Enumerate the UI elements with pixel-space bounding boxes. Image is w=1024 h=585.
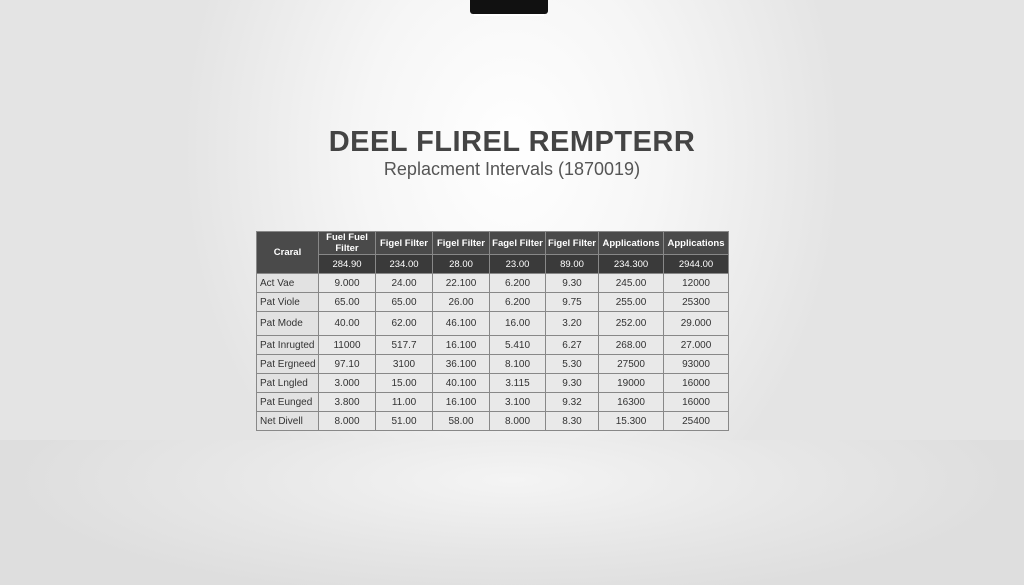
table-cell: 24.00 [375,273,433,293]
table-row: Pat Eunged 3.800 11.00 16.100 3.100 9.32 16300… [256,392,729,412]
table-cell: 12000 [663,273,729,293]
table-cell: 62.00 [375,311,433,336]
table-cell: 3100 [375,354,433,374]
table-cell: 5.410 [489,335,546,355]
table-cell: 8.30 [545,411,599,431]
table-row: Pat Inrugted 11000 517.7 16.100 5.410 6.27 268… [256,335,729,355]
table-cell: 97.10 [318,354,376,374]
corner-header: Craral [256,231,319,274]
replacement-table: Craral Fuel Fuel Filter Figel Filter Fig… [256,231,729,431]
table-cell: 40.00 [318,311,376,336]
table-cell: 8.000 [489,411,546,431]
column-subheader: 234.300 [598,254,664,274]
table-cell: 19000 [598,373,664,393]
row-label: Pat Viole [256,292,319,312]
table-cell: 25300 [663,292,729,312]
table-cell: 252.00 [598,311,664,336]
row-label: Net Divell [256,411,319,431]
table-cell: 22.100 [432,273,490,293]
table-cell: 9.75 [545,292,599,312]
column-subheader: 2944.00 [663,254,729,274]
row-label: Pat Ergneed [256,354,319,374]
table-cell: 93000 [663,354,729,374]
table-cell: 51.00 [375,411,433,431]
table-row: Pat Ergneed 97.10 3100 36.100 8.100 5.30 27500… [256,354,729,374]
row-label: Act Vae [256,273,319,293]
table-cell: 16.00 [489,311,546,336]
table-cell: 58.00 [432,411,490,431]
table-row: Net Divell 8.000 51.00 58.00 8.000 8.30 15.300… [256,411,729,431]
table-cell: 245.00 [598,273,664,293]
column-header: Figel Filter [545,231,599,255]
column-subheader: 89.00 [545,254,599,274]
table-cell: 15.00 [375,373,433,393]
table-cell: 3.800 [318,392,376,412]
table-cell: 255.00 [598,292,664,312]
page-title: DEEL FLIREL REMPTERR [328,126,696,158]
column-header: Applications [663,231,729,255]
table-cell: 3.000 [318,373,376,393]
column-header: Figel Filter [432,231,490,255]
table-cell: 9.32 [545,392,599,412]
table-row: Pat Viole 65.00 65.00 26.00 6.200 9.75 255.00 2… [256,292,729,312]
table-row: Act Vae 9.000 24.00 22.100 6.200 9.30 245.00 12… [256,273,729,293]
table-cell: 40.100 [432,373,490,393]
row-label: Pat Eunged [256,392,319,412]
table-cell: 27500 [598,354,664,374]
table-cell: 11.00 [375,392,433,412]
column-subheader: 284.90 [318,254,376,274]
table-cell: 6.27 [545,335,599,355]
row-label: Pat Lngled [256,373,319,393]
column-header: Fagel Filter [489,231,546,255]
table-cell: 46.100 [432,311,490,336]
table-cell: 268.00 [598,335,664,355]
table-cell: 9.30 [545,373,599,393]
column-header: Fuel Fuel Filter [318,231,376,255]
row-label: Pat Mode [256,311,319,336]
table-cell: 16000 [663,373,729,393]
table-cell: 3.20 [545,311,599,336]
table-cell: 25400 [663,411,729,431]
column-header: Applications [598,231,664,255]
page-subtitle: Replacment Intervals (1870019) [383,159,641,179]
table-cell: 27.000 [663,335,729,355]
table-cell: 16300 [598,392,664,412]
column-subheader: 28.00 [432,254,490,274]
floor [0,440,1024,585]
ceiling-lamp [470,0,548,16]
table-cell: 9.30 [545,273,599,293]
table-cell: 65.00 [318,292,376,312]
table-cell: 6.200 [489,292,546,312]
table-cell: 3.100 [489,392,546,412]
table-cell: 29.000 [663,311,729,336]
table-cell: 9.000 [318,273,376,293]
table-cell: 15.300 [598,411,664,431]
table-cell: 8.000 [318,411,376,431]
column-subheader: 234.00 [375,254,433,274]
table-cell: 8.100 [489,354,546,374]
table-cell: 26.00 [432,292,490,312]
table-cell: 5.30 [545,354,599,374]
table-cell: 65.00 [375,292,433,312]
column-subheader: 23.00 [489,254,546,274]
table-cell: 6.200 [489,273,546,293]
table-cell: 3.115 [489,373,546,393]
table-cell: 16000 [663,392,729,412]
table-cell: 517.7 [375,335,433,355]
row-label: Pat Inrugted [256,335,319,355]
table-cell: 11000 [318,335,376,355]
table-row: Pat Lngled 3.000 15.00 40.100 3.115 9.30 19000… [256,373,729,393]
column-header: Figel Filter [375,231,433,255]
table-row: Pat Mode 40.00 62.00 46.100 16.00 3.20 252.00 2… [256,311,729,336]
table-cell: 16.100 [432,335,490,355]
table-cell: 36.100 [432,354,490,374]
table-cell: 16.100 [432,392,490,412]
